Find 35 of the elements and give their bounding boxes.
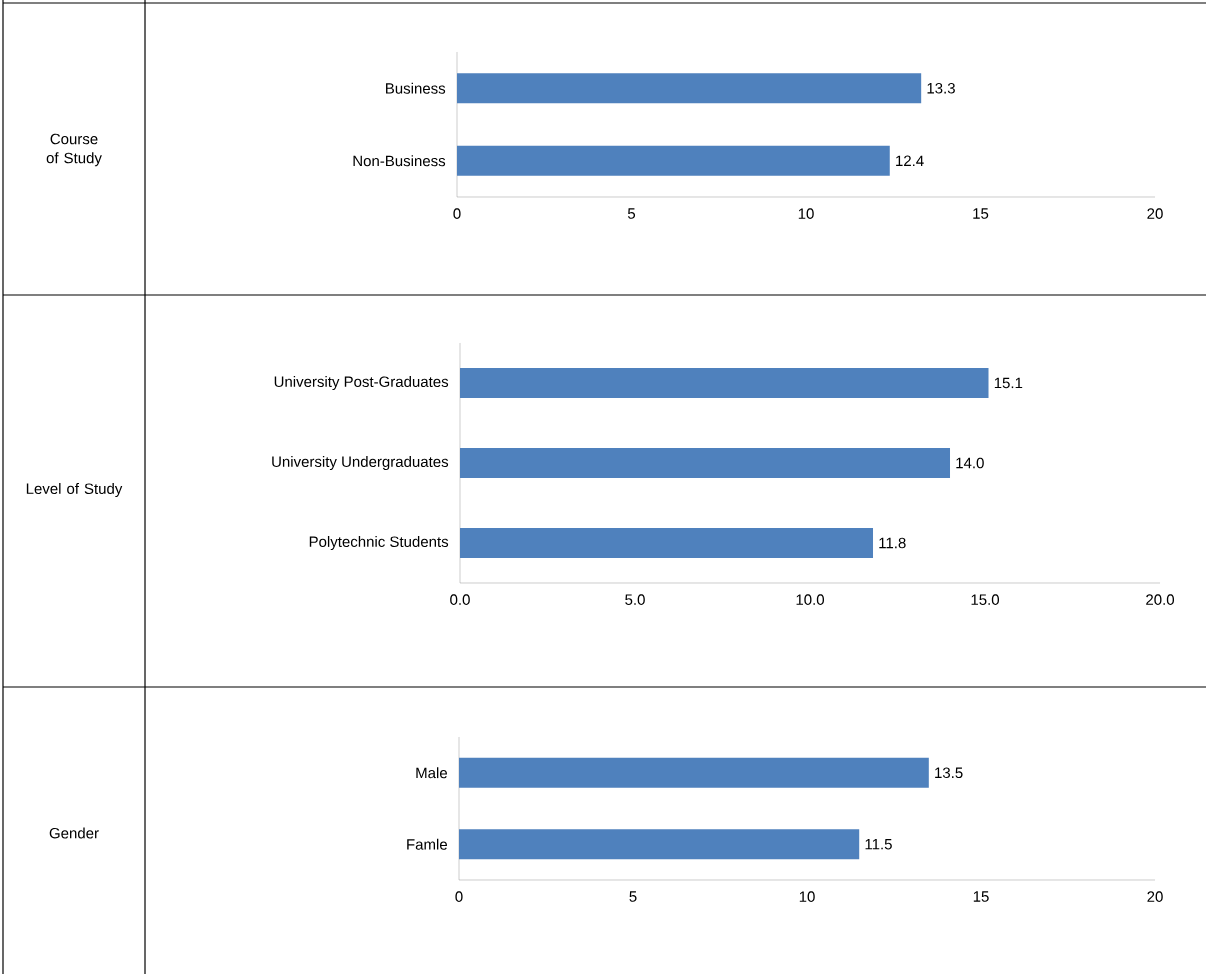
x-tick-label: 20 (1147, 208, 1163, 219)
x-tick-label: 20.0 (1146, 594, 1175, 605)
x-tick-label: 15 (973, 891, 989, 902)
y-tick-label: Male (416, 767, 447, 779)
x-tick-label: 15 (973, 208, 989, 219)
data-label: 14.0 (956, 457, 984, 469)
bar (460, 447, 951, 478)
x-tick-label: 10.0 (796, 594, 825, 605)
data-label: 13.3 (927, 82, 955, 94)
x-tick-label: 10 (799, 891, 815, 902)
data-label: 11.5 (865, 839, 892, 850)
x-tick-label: 5.0 (625, 594, 645, 605)
bar (460, 527, 874, 558)
bar (460, 368, 989, 398)
y-axis-title: Level of Study (26, 483, 123, 497)
data-label: 15.1 (994, 377, 1023, 389)
y-axis-title: Gender (49, 827, 99, 839)
data-label: 11.8 (879, 537, 906, 549)
y-tick-label: University Undergraduates (272, 456, 449, 470)
x-tick-label: 5 (627, 208, 636, 219)
y-axis-title: Course of Study (46, 133, 102, 167)
y-tick-label: Famle (407, 838, 447, 850)
y-tick-label: University Post-Graduates (274, 376, 449, 390)
data-label: 12.4 (896, 155, 924, 166)
x-tick-label: 0 (455, 891, 463, 902)
x-tick-label: 10 (798, 208, 814, 219)
y-tick-label: Non-Business (353, 155, 446, 167)
x-tick-label: 20 (1147, 891, 1163, 902)
y-tick-label: Polytechnic Students (309, 536, 449, 550)
y-tick-label: Business (386, 82, 446, 94)
x-tick-label: 0.0 (450, 594, 470, 605)
x-tick-label: 15.0 (971, 594, 1000, 605)
data-label: 13.5 (935, 767, 963, 779)
x-tick-label: 5 (629, 891, 637, 902)
x-tick-label: 0 (453, 208, 461, 219)
